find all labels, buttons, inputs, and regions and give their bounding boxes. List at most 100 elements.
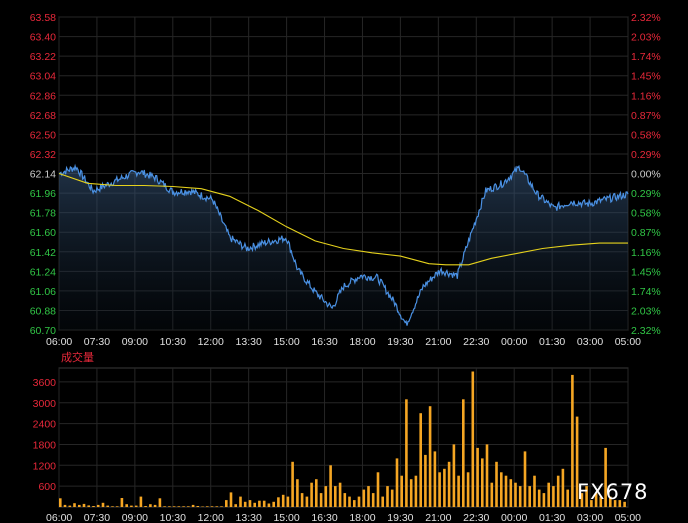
volume-bar: [59, 498, 62, 507]
volume-bar: [272, 501, 275, 507]
volume-bar: [514, 482, 517, 507]
volume-x-tick-label: 13:30: [236, 512, 262, 523]
price-y-tick-label: 62.68: [30, 110, 56, 122]
price-pct-tick-label: 1.74%: [631, 286, 661, 298]
price-pct-tick-label: 1.74%: [631, 51, 661, 63]
volume-bar: [571, 374, 574, 507]
volume-bar: [604, 447, 607, 507]
volume-bar: [206, 506, 209, 507]
volume-bar: [315, 479, 318, 507]
price-x-tick-label: 07:30: [84, 336, 110, 348]
volume-bar: [561, 468, 565, 507]
volume-bar: [168, 506, 171, 507]
volume-bar: [281, 494, 285, 507]
volume-bar: [210, 506, 214, 507]
volume-bar: [381, 496, 384, 507]
volume-bar: [485, 444, 489, 507]
volume-bar: [334, 486, 337, 507]
volume-bar: [353, 500, 356, 507]
volume-bar: [243, 501, 247, 507]
volume-y-tick-label: 3000: [33, 398, 57, 410]
volume-bar: [599, 496, 603, 507]
volume-bar: [457, 475, 460, 507]
volume-bar: [130, 505, 133, 507]
volume-bar: [291, 461, 294, 507]
volume-bar: [585, 486, 588, 507]
volume-bar: [419, 413, 422, 507]
volume-bar: [92, 506, 95, 507]
volume-bar: [433, 451, 437, 507]
price-pct-tick-label: 1.16%: [631, 90, 661, 102]
volume-x-tick-label: 07:30: [84, 512, 110, 523]
volume-bar: [329, 465, 332, 507]
volume-bar: [296, 479, 299, 507]
price-pct-tick-label: 0.58%: [631, 208, 661, 220]
volume-bar: [376, 472, 380, 508]
price-y-tick-label: 61.78: [30, 208, 56, 220]
volume-bar: [552, 486, 555, 507]
price-pct-tick-label: 2.03%: [631, 32, 661, 44]
price-area-fill: [59, 166, 628, 330]
volume-bar: [172, 506, 176, 507]
volume-bar: [319, 493, 323, 507]
price-pct-tick-label: 0.29%: [631, 188, 661, 200]
price-x-tick-label: 06:00: [46, 336, 72, 348]
volume-x-tick-label: 10:30: [160, 512, 186, 523]
volume-bar: [115, 506, 119, 507]
price-pct-tick-label: 0.87%: [631, 227, 661, 239]
price-y-tick-label: 63.40: [30, 32, 56, 44]
volume-bar: [424, 454, 427, 507]
price-x-tick-label: 19:30: [387, 336, 413, 348]
price-pct-tick-label: 0.87%: [631, 110, 661, 122]
volume-x-tick-label: 22:30: [463, 512, 489, 523]
volume-bar: [229, 492, 233, 507]
price-y-tick-label: 61.60: [30, 227, 56, 239]
volume-bar: [547, 482, 550, 507]
volume-bar: [618, 500, 622, 507]
volume-bar: [338, 482, 342, 507]
price-area: [59, 166, 628, 330]
volume-bar: [395, 458, 399, 507]
volume-bar: [528, 486, 531, 507]
volume-bar: [476, 447, 479, 507]
volume-x-tick-label: 15:00: [273, 512, 299, 523]
volume-bar: [144, 506, 147, 507]
volume-bar: [286, 496, 290, 507]
price-y-tick-label: 63.22: [30, 51, 56, 63]
price-y-tick-label: 60.88: [30, 305, 56, 317]
volume-y-tick-label: 1200: [33, 460, 57, 472]
price-pct-tick-label: 1.45%: [631, 266, 661, 278]
price-x-tick-label: 10:30: [160, 336, 186, 348]
volume-bar: [504, 475, 508, 507]
price-x-tick-label: 03:00: [577, 336, 603, 348]
volume-y-tick-label: 1800: [33, 439, 57, 451]
average-price-line: [58, 172, 628, 266]
volume-x-tick-label: 03:00: [577, 512, 603, 523]
volume-x-tick-label: 06:00: [46, 512, 72, 523]
volume-bar: [277, 497, 280, 507]
volume-bar: [542, 493, 546, 507]
price-y-tick-label: 60.70: [30, 325, 56, 337]
price-x-tick-label: 22:30: [463, 336, 489, 348]
volume-bar: [120, 498, 124, 507]
price-x-tick-label: 00:00: [501, 336, 527, 348]
volume-bar: [466, 472, 470, 508]
volume-x-tick-label: 00:00: [501, 512, 527, 523]
volume-bar: [509, 479, 513, 507]
volume-bar: [343, 493, 347, 507]
volume-bar: [63, 504, 67, 507]
price-x-tick-label: 15:00: [273, 336, 299, 348]
volume-bar: [177, 506, 181, 507]
volume-bar: [594, 493, 598, 507]
volume-bar: [262, 500, 266, 507]
volume-bar: [590, 500, 593, 507]
volume-bar: [258, 500, 261, 507]
volume-bar: [220, 506, 223, 507]
volume-bar: [481, 458, 484, 507]
volume-bar: [78, 504, 81, 507]
volume-bar: [239, 496, 242, 507]
price-y-tick-label: 62.14: [30, 169, 56, 181]
volume-bar: [106, 505, 109, 507]
volume-bar: [101, 502, 105, 507]
volume-bar: [267, 503, 271, 507]
